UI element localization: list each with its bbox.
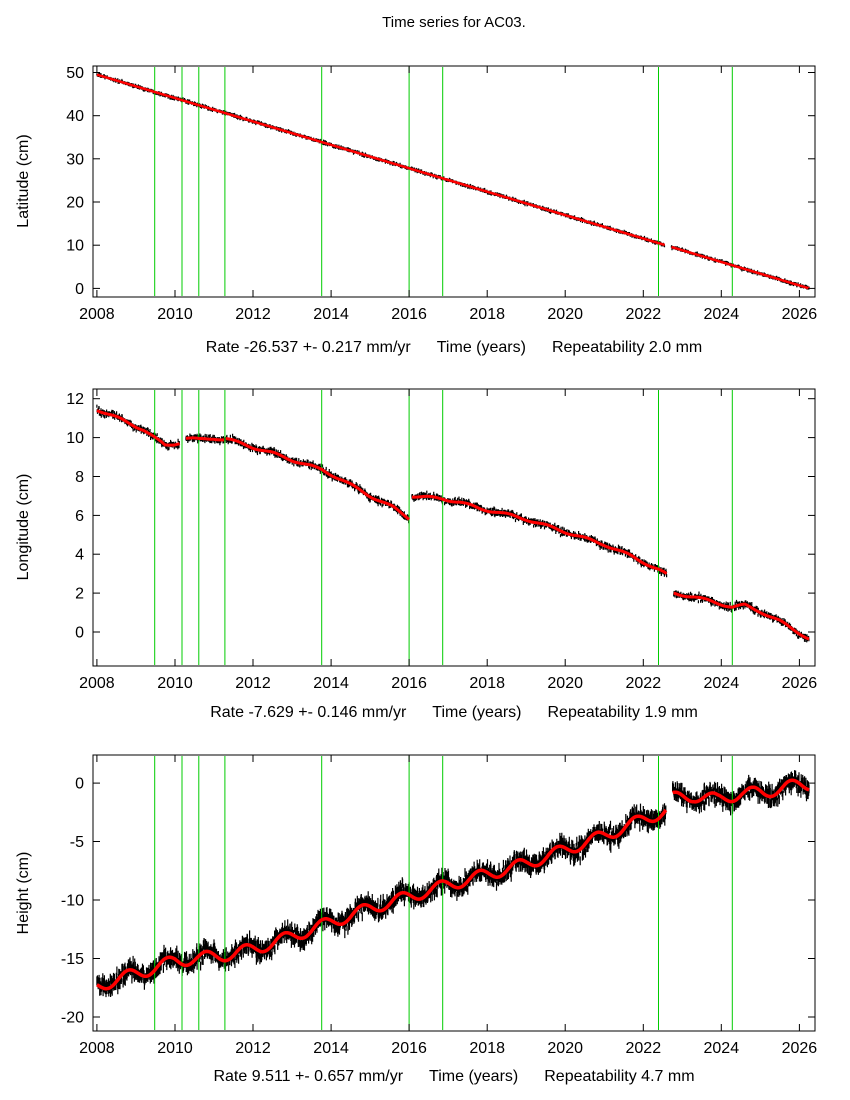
event-lines <box>154 390 733 665</box>
y-tick-label: 30 <box>66 151 84 168</box>
x-tick-label: 2020 <box>547 1040 583 1057</box>
x-tick-label: 2008 <box>79 306 115 323</box>
x-tick-label: 2020 <box>547 675 583 692</box>
chart-latitude: 2008 2010 2012 2014 2016 2018 2020 2022 2024 2026… <box>66 65 817 323</box>
plot-border <box>92 754 816 1032</box>
rate-text: Rate -7.629 +- 0.146 mm/yr <box>210 704 407 721</box>
y-tick-label: 0 <box>75 776 84 793</box>
y-axis-title-text: Longitude (cm) <box>15 473 32 581</box>
y-tick-label: 12 <box>66 391 84 408</box>
rate-text: Rate -26.537 +- 0.217 mm/yr <box>205 339 411 356</box>
repeatability-text: Repeatability 1.9 mm <box>547 704 698 721</box>
x-tick-label: 2014 <box>313 675 349 692</box>
x-tick-label: 2026 <box>782 1040 818 1057</box>
y-tick-label: 10 <box>66 430 84 447</box>
x-tick-label: 2026 <box>782 306 818 323</box>
x-tick-label: 2010 <box>157 1040 193 1057</box>
x-tick-label: 2024 <box>704 1040 740 1057</box>
x-tick-label: 2022 <box>626 1040 662 1057</box>
x-tick-label: 2016 <box>391 306 427 323</box>
rate-text: Rate 9.511 +- 0.657 mm/yr <box>213 1068 404 1085</box>
y-axis-title-text: Height (cm) <box>15 851 32 935</box>
x-tick-label: 2008 <box>79 675 115 692</box>
plot-border <box>92 388 816 667</box>
x-tick-label: 2016 <box>391 1040 427 1057</box>
model-line <box>95 409 811 641</box>
ticks <box>93 389 815 666</box>
model-line <box>95 778 811 991</box>
tick-labels: 2008 2010 2012 2014 2016 2018 2020 2022 2024 2026… <box>66 65 817 323</box>
latitude-caption: Rate -26.537 +- 0.217 mm/yr Time (years)… <box>206 340 702 356</box>
tick-labels: 2008 2010 2012 2014 2016 2018 2020 2022 2024 2026… <box>66 391 817 692</box>
x-tick-label: 2012 <box>235 675 271 692</box>
x-tick-label: 2024 <box>704 675 740 692</box>
y-tick-label: 0 <box>75 281 84 298</box>
x-tick-label: 2014 <box>313 1040 349 1057</box>
x-tick-label: 2016 <box>391 675 427 692</box>
x-tick-label: 2018 <box>469 1040 505 1057</box>
chart-longitude: 2008 2010 2012 2014 2016 2018 2020 2022 2024 2026… <box>66 388 817 692</box>
chart-height: 2008 2010 2012 2014 2016 2018 2020 2022 2024 2026… <box>61 754 817 1057</box>
event-lines <box>154 67 733 296</box>
x-tick-label: 2012 <box>235 1040 271 1057</box>
x-tick-label: 2018 <box>469 675 505 692</box>
tick-labels: 2008 2010 2012 2014 2016 2018 2020 2022 2024 2026… <box>61 776 817 1057</box>
scatter-series <box>96 770 810 998</box>
y-tick-label: 4 <box>75 547 84 564</box>
repeatability-text: Repeatability 2.0 mm <box>551 339 703 356</box>
y-tick-label: 6 <box>75 508 84 525</box>
x-tick-label: 2024 <box>704 306 740 323</box>
longitude-caption: Rate -7.629 +- 0.146 mm/yr Time (years) … <box>210 705 698 721</box>
x-tick-label: 2022 <box>626 306 662 323</box>
x-tick-label: 2010 <box>157 675 193 692</box>
x-tick-label: 2026 <box>782 675 818 692</box>
ticks <box>93 66 815 297</box>
x-tick-label: 2008 <box>79 1040 115 1057</box>
x-tick-label: 2022 <box>626 675 662 692</box>
height-caption: Rate 9.511 +- 0.657 mm/yr Time (years) R… <box>213 1069 694 1085</box>
y-tick-label: 20 <box>66 195 84 212</box>
y-tick-label: 50 <box>66 65 84 82</box>
y-tick-label: -10 <box>61 893 84 910</box>
y-axis-title-text: Latitude (cm) <box>15 134 32 228</box>
y-tick-label: 10 <box>66 238 84 255</box>
x-tick-label: 2020 <box>547 306 583 323</box>
plot-border <box>92 65 816 298</box>
x-axis-title: Time (years) <box>432 704 522 721</box>
y-tick-label: -20 <box>61 1010 84 1027</box>
x-axis-title: Time (years) <box>429 1068 519 1085</box>
y-tick-label: -15 <box>61 951 84 968</box>
model-line <box>96 73 811 290</box>
y-tick-label: -5 <box>70 834 84 851</box>
repeatability-text: Repeatability 4.7 mm <box>544 1068 695 1085</box>
x-tick-label: 2010 <box>157 306 193 323</box>
x-axis-title: Time (years) <box>436 339 526 356</box>
scatter-series <box>96 404 810 643</box>
y-tick-label: 8 <box>75 469 84 486</box>
x-tick-label: 2014 <box>313 306 349 323</box>
event-lines <box>154 756 733 1030</box>
ticks <box>93 755 815 1031</box>
x-tick-label: 2012 <box>235 306 271 323</box>
figure-title: Time series for AC03. <box>382 14 526 31</box>
y-tick-label: 0 <box>75 625 84 642</box>
y-tick-label: 40 <box>66 108 84 125</box>
x-tick-label: 2018 <box>469 306 505 323</box>
y-tick-label: 2 <box>75 586 84 603</box>
